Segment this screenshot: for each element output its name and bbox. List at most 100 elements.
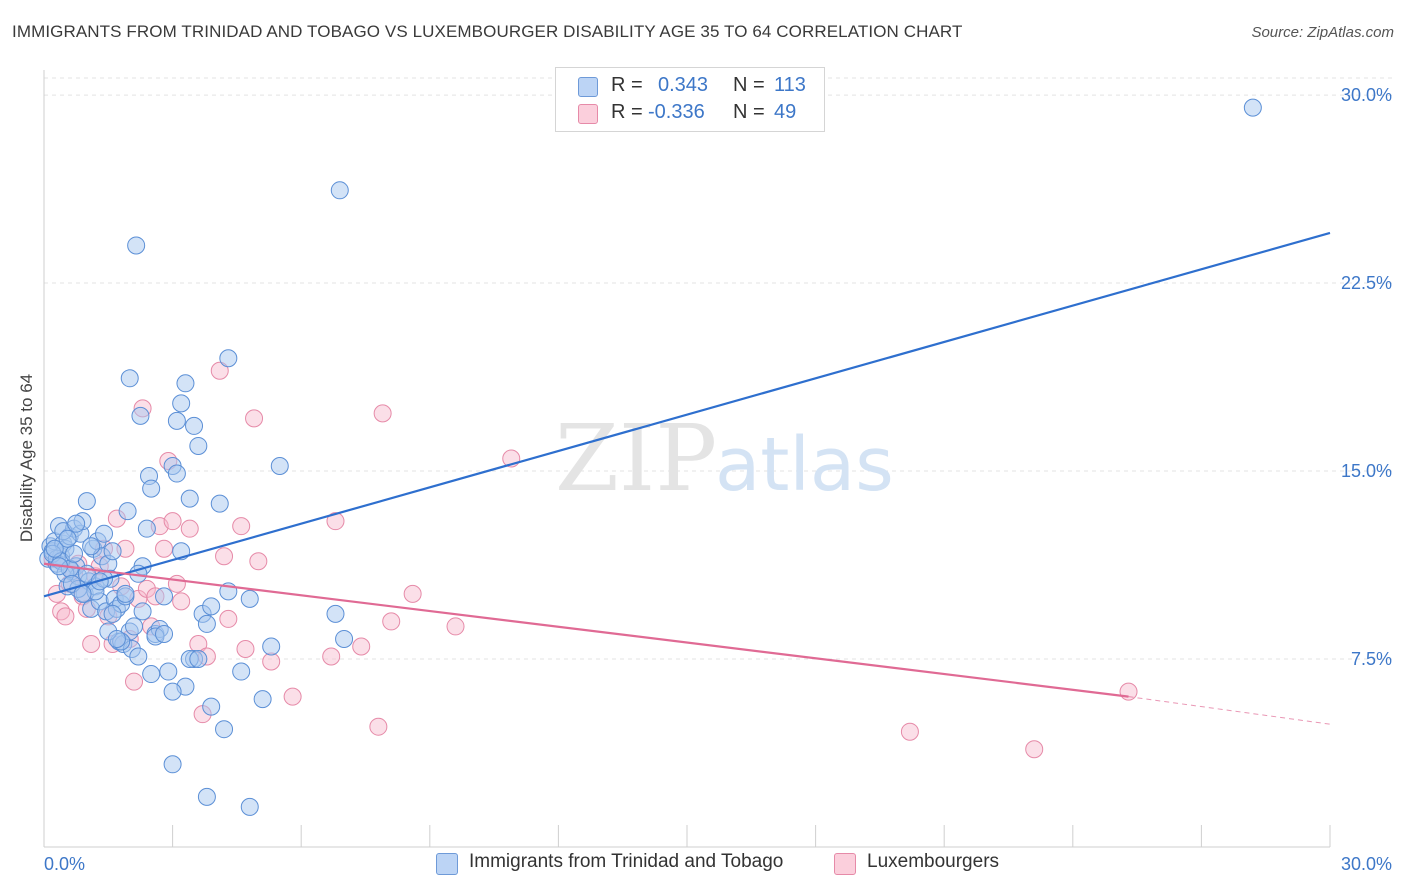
trinidad-point (202, 697, 221, 716)
x-tick-label: 0.0% (44, 854, 85, 874)
trinidad-point (120, 369, 139, 388)
luxembourgers-point (352, 637, 371, 656)
tick-labels: 7.5% 15.0% 22.5% 30.0% 0.0% 30.0% Disability A… (17, 85, 1392, 874)
bottom-legend-swatch-pink (834, 853, 856, 875)
trinidad-point (335, 629, 354, 648)
trinidad-point (142, 479, 161, 498)
trinidad-point (189, 436, 208, 455)
legend-r-label: R = (611, 74, 643, 96)
trinidad-point (159, 662, 178, 681)
luxembourgers-trend-line (43, 562, 1129, 698)
trinidad-point (189, 650, 208, 669)
luxembourgers-point (262, 652, 281, 671)
trinidad-point (197, 614, 216, 633)
luxembourgers-point (446, 617, 465, 636)
luxembourgers-point (322, 647, 341, 666)
trinidad-point (118, 502, 137, 521)
trinidad-point (45, 539, 64, 558)
luxembourgers-point (167, 574, 186, 593)
luxembourgers-point (1119, 682, 1138, 701)
legend-n-value: 49 (774, 101, 797, 123)
luxembourgers-point (219, 609, 238, 628)
trinidad-point (326, 604, 345, 623)
trinidad-point (65, 544, 84, 563)
x-tick-label: 30.0% (1341, 854, 1392, 874)
trinidad-point (270, 457, 289, 476)
trinidad-point (197, 787, 216, 806)
luxembourgers-point (236, 639, 255, 658)
trinidad-point (131, 406, 150, 425)
trinidad-point (210, 494, 229, 513)
trinidad-points (39, 98, 1262, 816)
luxembourgers-point (369, 717, 388, 736)
legend-n-value: 113 (774, 74, 806, 96)
trinidad-point (167, 411, 186, 430)
chart-title: IMMIGRANTS FROM TRINIDAD AND TOBAGO VS L… (12, 22, 963, 41)
y-tick-label: 15.0% (1341, 461, 1392, 481)
luxembourgers-point (382, 612, 401, 631)
legend-n-label: N = (733, 74, 765, 96)
trinidad-point (172, 394, 191, 413)
luxembourgers-point (180, 519, 199, 538)
trinidad-point (167, 464, 186, 483)
y-axis-title: Disability Age 35 to 64 (17, 374, 36, 542)
trinidad-point (129, 647, 148, 666)
luxembourgers-point (82, 634, 101, 653)
bottom-legend-label: Immigrants from Trinidad and Tobago (469, 851, 784, 872)
trinidad-point (77, 492, 96, 511)
luxembourgers-point (373, 404, 392, 423)
luxembourgers-point (232, 517, 251, 536)
trinidad-point (163, 682, 182, 701)
legend-swatch-blue (578, 77, 598, 97)
trinidad-point (240, 797, 259, 816)
trinidad-point (176, 374, 195, 393)
y-tick-label: 22.5% (1341, 273, 1392, 293)
bottom-legend-label: Luxembourgers (867, 851, 1000, 872)
trinidad-trend-line (43, 231, 1331, 598)
luxembourgers-point (163, 512, 182, 531)
luxembourgers-point (403, 584, 422, 603)
trinidad-point (232, 662, 251, 681)
trinidad-point (133, 602, 152, 621)
trinidad-point (103, 542, 122, 561)
trinidad-point (103, 604, 122, 623)
trinidad-point (202, 597, 221, 616)
trinidad-point (137, 519, 156, 538)
trinidad-point (82, 537, 101, 556)
grid-lines (44, 77, 1392, 660)
y-tick-label: 30.0% (1341, 85, 1392, 105)
axes (43, 70, 1331, 848)
source-note: Source: ZipAtlas.com (1251, 24, 1394, 41)
trinidad-point (253, 690, 272, 709)
trinidad-point (180, 489, 199, 508)
trend-lines (43, 231, 1331, 725)
trinidad-point (142, 665, 161, 684)
legend-r-label: R = (611, 101, 643, 123)
trinidad-point (1243, 98, 1262, 117)
legend-swatch-pink (578, 104, 598, 124)
trinidad-point (67, 514, 86, 533)
luxembourgers-point (210, 361, 229, 380)
trinidad-point (95, 524, 114, 543)
trinidad-point (215, 720, 234, 739)
trinidad-point (240, 589, 259, 608)
trinidad-point (125, 617, 144, 636)
legend-r-value: -0.336 (648, 101, 705, 123)
luxembourgers-point (326, 512, 345, 531)
trinidad-point (219, 349, 238, 368)
trinidad-point (127, 236, 146, 255)
trinidad-point (155, 624, 174, 643)
luxembourgers-point (172, 592, 191, 611)
luxembourgers-point (245, 409, 264, 428)
trinidad-point (163, 755, 182, 774)
trinidad-point (185, 416, 204, 435)
luxembourgers-point (1025, 740, 1044, 759)
luxembourgers-point (215, 547, 234, 566)
watermark-zip: ZIP (555, 405, 717, 512)
stats-legend: R = 0.343 N = 113 R = -0.336 N = 49 (555, 67, 825, 132)
trinidad-point (116, 584, 135, 603)
legend-n-label: N = (733, 101, 765, 123)
trinidad-point (58, 529, 77, 548)
